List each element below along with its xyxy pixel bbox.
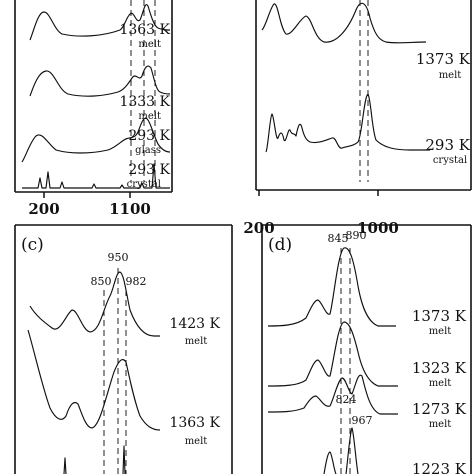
panel-c-state-1423k: melt [185, 336, 208, 347]
panel-d-marker-824: 824 [336, 393, 357, 406]
panel-d-marker-967: 967 [352, 414, 373, 427]
panel-a-state-293k-glass: glass [135, 145, 161, 156]
panel-b-spectrum-293k-crystal [265, 93, 430, 153]
panel-a-temp-293k-crystal: 293 K [128, 162, 170, 178]
panel-c: (c) 950 850 982 1423 K melt 1363 K melt [14, 224, 233, 474]
panel-d-temp-1323k: 1323 K [412, 359, 467, 377]
panel-d-spectrum-1223k [323, 427, 359, 474]
panel-a-temp-1333k: 1333 K [119, 94, 170, 110]
panel-c-marker-950: 950 [108, 251, 129, 264]
panel-c-state-1363k: melt [185, 436, 208, 447]
panel-d-temp-1223k: 1223 K [412, 460, 467, 474]
panel-a-state-293k-crystal: crystal [127, 179, 161, 190]
panel-d-marker-845: 845 [328, 232, 349, 245]
panel-d-spectrum-1273k [267, 374, 398, 415]
panel-b-tick-label-200: 200 [243, 219, 274, 237]
panel-a: 200 1100 1363 K melt 1333 K melt 293 K g… [14, 0, 173, 218]
panel-c-temp-1363k: 1363 K [169, 415, 220, 431]
panel-a-spectrum-293k-crystal [22, 163, 170, 189]
panel-a-temp-1363k: 1363 K [119, 22, 170, 38]
panel-d-state-1323k: melt [429, 378, 452, 389]
panel-a-tick-label-1100: 1100 [109, 200, 151, 218]
panel-a-spectrum-293k-glass [21, 117, 171, 163]
panel-b-tick-label-1000: 1000 [357, 219, 399, 237]
panel-a-tick-label-200: 200 [28, 200, 59, 218]
panel-c-spectrum-1363k [27, 329, 161, 431]
panel-d-state-1273k: melt [429, 419, 452, 430]
panel-d: (d) 845 890 824 967 1373 K melt 1323 K m… [261, 224, 472, 474]
panel-b-temp-1373k: 1373 K [416, 50, 471, 68]
panel-c-temp-1423k: 1423 K [169, 316, 220, 332]
panel-c-spectrum-partial [63, 445, 126, 474]
panel-b-temp-293k-crystal: 293 K [425, 136, 470, 154]
panel-b-spectrum-1373k [261, 2, 427, 44]
panel-d-temp-1373k: 1373 K [412, 307, 467, 325]
panel-c-spectrum-1423k [29, 271, 160, 337]
panel-d-state-1373k: melt [429, 326, 452, 337]
panel-c-label: (c) [21, 235, 44, 255]
panel-d-marker-890: 890 [346, 229, 367, 242]
panel-d-spectrum-1373k [267, 247, 396, 327]
panel-c-marker-982: 982 [126, 275, 147, 288]
panel-a-spectrum-1363k [29, 4, 171, 41]
panel-a-state-1363k: melt [138, 39, 161, 50]
panel-b: 200 1000 1373 K melt 293 K crystal [243, 0, 472, 237]
panel-a-state-1333k: melt [138, 111, 161, 122]
panel-a-temp-293k-glass: 293 K [128, 128, 170, 144]
panel-a-spectrum-1333k [29, 65, 171, 97]
panel-b-state-1373k: melt [439, 70, 462, 81]
panel-b-state-293k-crystal: crystal [433, 155, 467, 166]
panel-c-marker-850: 850 [91, 275, 112, 288]
panel-d-spectrum-1323k [267, 321, 398, 387]
panel-d-temp-1273k: 1273 K [412, 400, 467, 418]
panel-d-label: (d) [268, 235, 292, 255]
